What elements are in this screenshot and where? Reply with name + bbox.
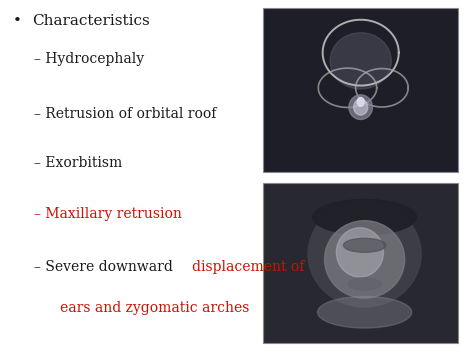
Ellipse shape (343, 238, 386, 252)
Ellipse shape (308, 201, 421, 307)
FancyBboxPatch shape (263, 9, 458, 172)
Ellipse shape (330, 33, 392, 89)
Ellipse shape (313, 200, 417, 235)
Ellipse shape (318, 296, 412, 328)
Ellipse shape (354, 99, 368, 115)
Ellipse shape (357, 98, 364, 106)
Text: – Exorbitism: – Exorbitism (35, 156, 123, 170)
Ellipse shape (348, 278, 381, 290)
FancyBboxPatch shape (263, 183, 458, 343)
Ellipse shape (337, 228, 383, 277)
Text: – Retrusion of orbital roof: – Retrusion of orbital roof (35, 107, 217, 121)
Text: – Maxillary retrusion: – Maxillary retrusion (35, 207, 182, 222)
Text: Characteristics: Characteristics (32, 14, 150, 28)
Text: •: • (13, 14, 22, 28)
Ellipse shape (349, 95, 373, 120)
Text: ears and zygomatic arches: ears and zygomatic arches (60, 301, 250, 315)
Text: displacement of: displacement of (192, 260, 305, 274)
Ellipse shape (325, 221, 405, 298)
Text: – Severe downward: – Severe downward (35, 260, 178, 274)
Text: – Hydrocephaly: – Hydrocephaly (35, 53, 145, 66)
